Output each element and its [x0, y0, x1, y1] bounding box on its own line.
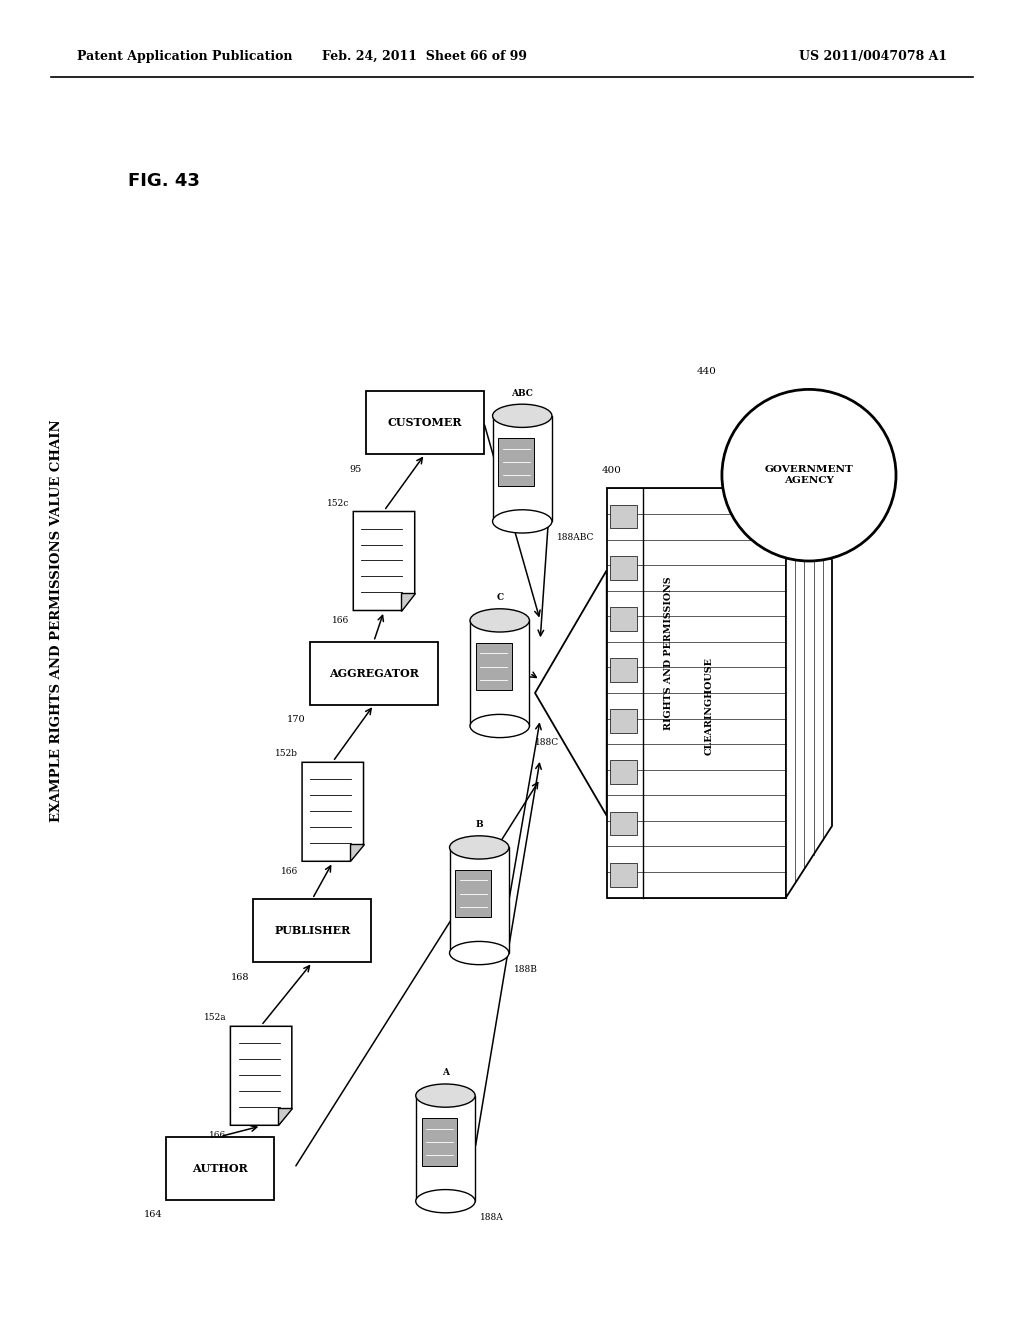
Text: B: B: [475, 820, 483, 829]
Text: 152c: 152c: [327, 499, 349, 508]
Polygon shape: [350, 843, 364, 861]
FancyBboxPatch shape: [367, 391, 483, 454]
Text: 168: 168: [230, 973, 250, 982]
Polygon shape: [401, 593, 415, 610]
Ellipse shape: [416, 1189, 475, 1213]
FancyBboxPatch shape: [309, 642, 438, 705]
FancyBboxPatch shape: [610, 812, 637, 836]
Text: AUTHOR: AUTHOR: [193, 1163, 248, 1173]
Text: 188C: 188C: [535, 738, 559, 747]
Text: 188A: 188A: [480, 1213, 504, 1222]
FancyBboxPatch shape: [254, 899, 371, 962]
Text: 166: 166: [209, 1130, 226, 1139]
FancyBboxPatch shape: [610, 556, 637, 579]
Polygon shape: [230, 1027, 292, 1125]
FancyBboxPatch shape: [416, 1096, 475, 1201]
Text: CLEARINGHOUSE: CLEARINGHOUSE: [705, 657, 714, 755]
Ellipse shape: [450, 836, 509, 859]
FancyBboxPatch shape: [610, 607, 637, 631]
Text: 152b: 152b: [275, 750, 298, 758]
Text: 164: 164: [143, 1210, 162, 1220]
Text: GOVERNMENT
AGENCY: GOVERNMENT AGENCY: [765, 466, 853, 484]
Text: US 2011/0047078 A1: US 2011/0047078 A1: [799, 50, 947, 63]
Text: A: A: [442, 1068, 449, 1077]
FancyBboxPatch shape: [422, 1118, 458, 1166]
Ellipse shape: [493, 404, 552, 428]
Ellipse shape: [470, 714, 529, 738]
Text: Feb. 24, 2011  Sheet 66 of 99: Feb. 24, 2011 Sheet 66 of 99: [323, 50, 527, 63]
FancyBboxPatch shape: [610, 709, 637, 733]
Text: 95: 95: [350, 465, 362, 474]
Text: 440: 440: [697, 367, 717, 376]
Text: Patent Application Publication: Patent Application Publication: [77, 50, 292, 63]
Text: FIG. 43: FIG. 43: [128, 172, 200, 190]
Text: EXAMPLE RIGHTS AND PERMISSIONS VALUE CHAIN: EXAMPLE RIGHTS AND PERMISSIONS VALUE CHA…: [50, 418, 62, 822]
Text: C: C: [497, 593, 503, 602]
Text: CUSTOMER: CUSTOMER: [388, 417, 462, 428]
Text: ABC: ABC: [511, 388, 534, 397]
FancyBboxPatch shape: [470, 620, 529, 726]
Polygon shape: [786, 488, 833, 898]
Text: 170: 170: [287, 715, 305, 725]
FancyBboxPatch shape: [450, 847, 509, 953]
FancyBboxPatch shape: [606, 488, 786, 898]
Text: PUBLISHER: PUBLISHER: [274, 925, 350, 936]
Polygon shape: [353, 512, 415, 610]
Ellipse shape: [722, 389, 896, 561]
FancyBboxPatch shape: [456, 870, 492, 917]
Text: 188B: 188B: [514, 965, 538, 974]
Text: 400: 400: [602, 466, 622, 475]
Ellipse shape: [470, 609, 529, 632]
Text: 166: 166: [281, 866, 298, 875]
Text: 188ABC: 188ABC: [557, 533, 594, 543]
Text: AGGREGATOR: AGGREGATOR: [329, 668, 419, 678]
Polygon shape: [279, 1107, 292, 1125]
Polygon shape: [535, 570, 606, 816]
Polygon shape: [302, 763, 364, 861]
Text: RIGHTS AND PERMISSIONS: RIGHTS AND PERMISSIONS: [664, 577, 673, 730]
Ellipse shape: [416, 1084, 475, 1107]
Text: 152a: 152a: [204, 1014, 226, 1022]
FancyBboxPatch shape: [499, 438, 535, 486]
FancyBboxPatch shape: [610, 504, 637, 528]
FancyBboxPatch shape: [166, 1137, 274, 1200]
Text: 166: 166: [332, 615, 349, 624]
FancyBboxPatch shape: [610, 659, 637, 682]
FancyBboxPatch shape: [476, 643, 512, 690]
FancyBboxPatch shape: [610, 760, 637, 784]
FancyBboxPatch shape: [610, 863, 637, 887]
Ellipse shape: [493, 510, 552, 533]
Ellipse shape: [450, 941, 509, 965]
FancyBboxPatch shape: [493, 416, 552, 521]
